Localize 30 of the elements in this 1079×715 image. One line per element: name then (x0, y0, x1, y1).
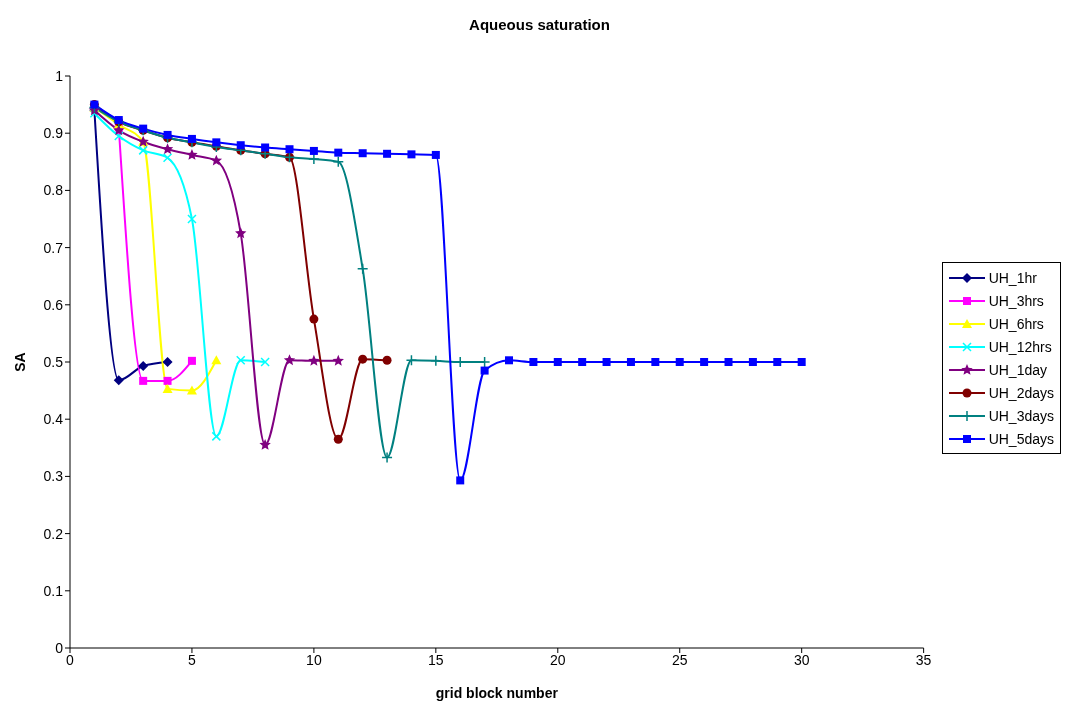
y-tick-label: 0.4 (43, 411, 64, 428)
y-tick-label: 0.9 (43, 125, 64, 142)
x-tick-label: 10 (306, 651, 322, 668)
x-tick-label: 30 (793, 651, 810, 668)
y-tick-label: 0.5 (43, 353, 64, 370)
y-tick-label: 1 (55, 67, 64, 84)
x-tick-label: 5 (188, 651, 197, 668)
y-tick-label: 0 (55, 639, 64, 656)
legend-label: UH_1hr (988, 269, 1037, 286)
y-tick-label: 0.7 (43, 239, 64, 256)
x-tick-label: 15 (428, 651, 444, 668)
chart-title: Aqueous saturation (468, 16, 611, 33)
y-tick-label: 0.8 (43, 182, 64, 199)
y-axis-title: SA (11, 352, 28, 372)
legend-label: UH_6hrs (988, 315, 1044, 332)
legend-label: UH_1day (988, 361, 1047, 378)
y-tick-label: 0.2 (43, 525, 64, 542)
x-tick-label: 35 (915, 651, 932, 668)
x-tick-label: 0 (66, 651, 75, 668)
legend-label: UH_3days (988, 407, 1054, 424)
x-tick-label: 20 (550, 651, 566, 668)
x-axis-title: grid block number (435, 685, 559, 701)
y-tick-label: 0.6 (43, 296, 64, 313)
x-tick-label: 25 (671, 651, 688, 668)
legend-label: UH_12hrs (988, 338, 1052, 355)
legend-label: UH_3hrs (988, 292, 1044, 309)
legend-label: UH_5days (988, 430, 1054, 447)
legend-label: UH_2days (988, 384, 1054, 401)
y-tick-label: 0.1 (43, 582, 64, 599)
y-tick-label: 0.3 (43, 468, 64, 485)
